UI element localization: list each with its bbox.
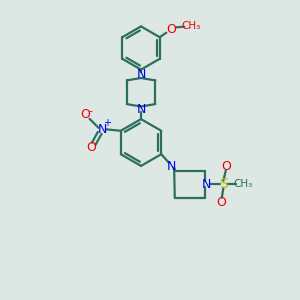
Text: N: N bbox=[202, 178, 211, 191]
Text: CH₃: CH₃ bbox=[182, 21, 201, 31]
Text: O: O bbox=[81, 108, 91, 121]
Text: N: N bbox=[136, 68, 146, 82]
Text: N: N bbox=[167, 160, 176, 173]
Text: O: O bbox=[221, 160, 231, 173]
Text: O: O bbox=[87, 141, 97, 154]
Text: O: O bbox=[216, 196, 226, 209]
Text: -: - bbox=[89, 106, 93, 116]
Text: N: N bbox=[136, 103, 146, 116]
Text: N: N bbox=[98, 123, 107, 136]
Text: +: + bbox=[103, 118, 111, 128]
Text: S: S bbox=[219, 177, 228, 191]
Text: CH₃: CH₃ bbox=[233, 179, 253, 189]
Text: O: O bbox=[166, 23, 176, 36]
